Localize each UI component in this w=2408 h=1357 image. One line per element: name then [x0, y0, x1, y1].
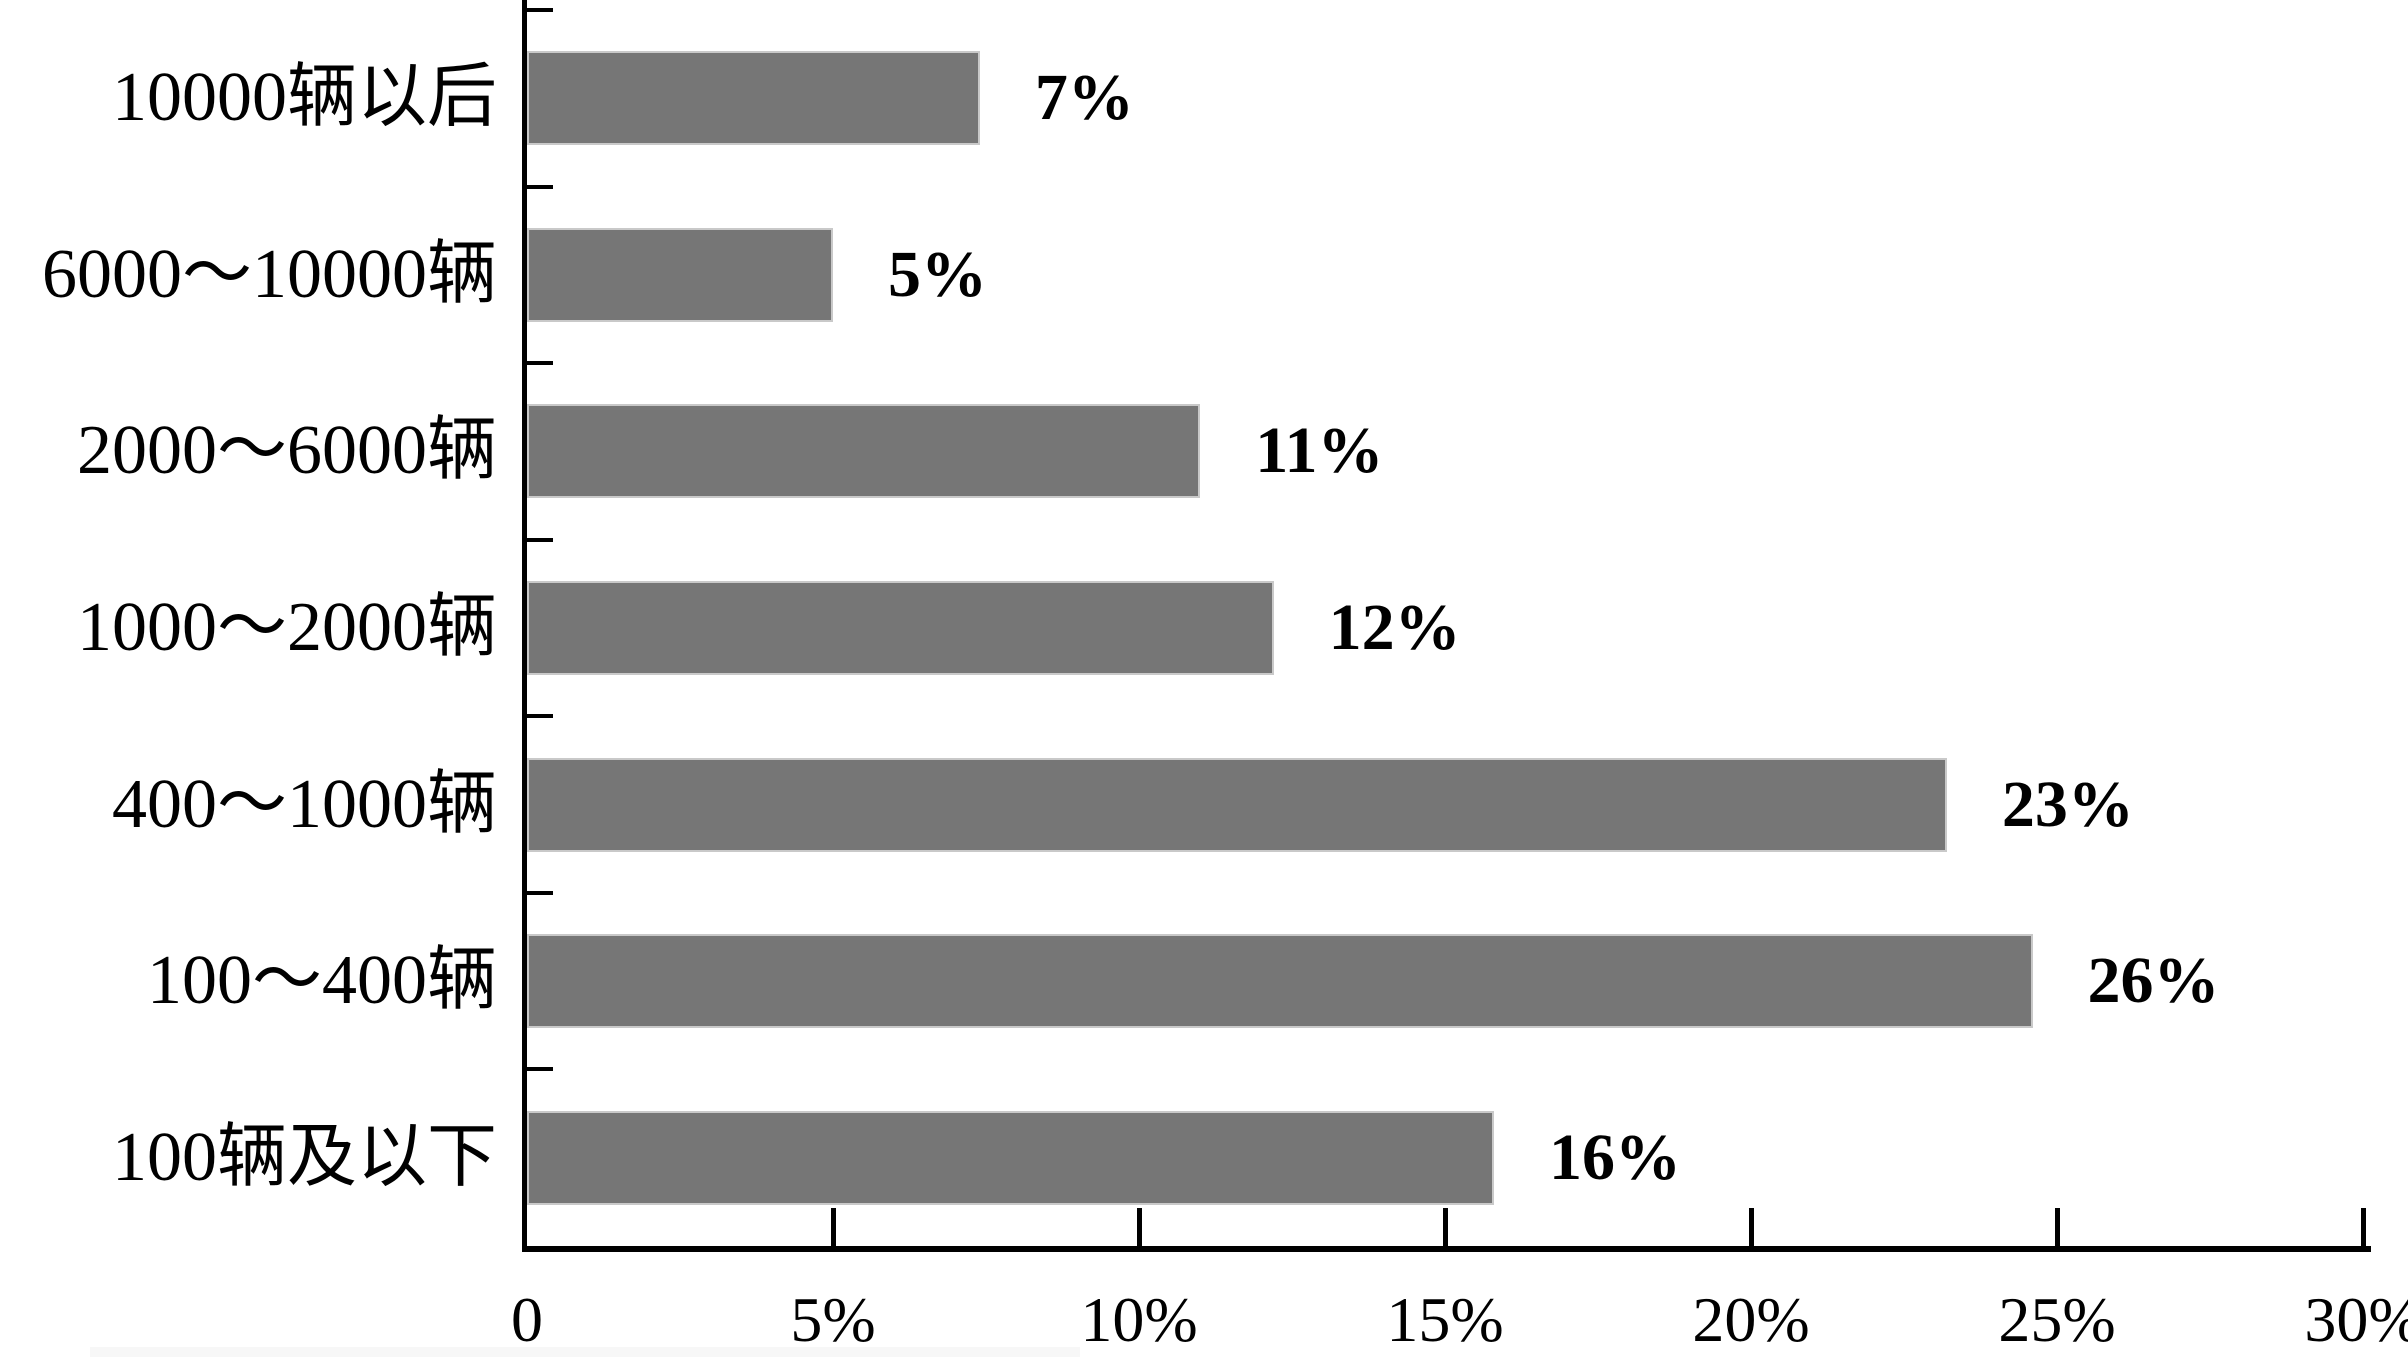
- x-tick-label: 20%: [1692, 1284, 1810, 1355]
- bar-5: [527, 757, 1947, 852]
- value-label: 12%: [1328, 591, 1461, 664]
- value-label: 16%: [1548, 1120, 1681, 1194]
- x-axis-line: [522, 1246, 2371, 1252]
- y-axis-line: [522, 0, 527, 1251]
- x-axis-tick: [831, 1208, 836, 1246]
- y-axis-tick: [527, 1067, 553, 1072]
- bar-1: [527, 51, 980, 146]
- x-tick-label: 30%: [2304, 1284, 2408, 1355]
- category-label: 100辆及以下: [112, 1118, 497, 1196]
- x-axis-tick: [2055, 1208, 2060, 1246]
- scan-artifact-strip: [90, 1347, 1080, 1357]
- x-axis-tick: [1443, 1208, 1448, 1246]
- y-axis-tick: [527, 8, 553, 12]
- x-tick-label: 15%: [1386, 1284, 1504, 1355]
- y-axis-tick: [527, 714, 553, 719]
- x-axis-tick: [1749, 1208, 1754, 1246]
- x-tick-label: 25%: [1998, 1284, 2116, 1355]
- y-axis-tick: [527, 361, 553, 366]
- y-axis-tick: [527, 890, 553, 895]
- y-axis-tick: [527, 184, 553, 189]
- bar-2: [527, 227, 833, 322]
- category-label: 1000～2000辆: [77, 589, 497, 666]
- x-tick-label: 5%: [790, 1284, 876, 1355]
- value-label: 23%: [2001, 767, 2134, 841]
- value-label: 11%: [1255, 414, 1384, 488]
- bar-6: [527, 934, 2033, 1029]
- category-label: 10000辆以后: [112, 59, 497, 137]
- bar-3: [527, 404, 1201, 499]
- category-label: 2000～6000辆: [77, 412, 497, 490]
- bar-7: [527, 1110, 1494, 1205]
- category-label: 100～400辆: [147, 942, 497, 1020]
- bar-4: [527, 581, 1274, 675]
- x-tick-label: 10%: [1080, 1284, 1198, 1355]
- category-label: 400～1000辆: [112, 765, 497, 843]
- x-axis-tick: [1137, 1208, 1142, 1246]
- value-label: 7%: [1034, 61, 1134, 135]
- value-label: 26%: [2087, 944, 2220, 1018]
- x-axis-tick: [2361, 1208, 2366, 1246]
- category-label: 6000～10000辆: [42, 235, 497, 313]
- value-label: 5%: [888, 237, 987, 311]
- x-tick-label: 0: [511, 1284, 543, 1355]
- y-axis-tick: [527, 537, 553, 542]
